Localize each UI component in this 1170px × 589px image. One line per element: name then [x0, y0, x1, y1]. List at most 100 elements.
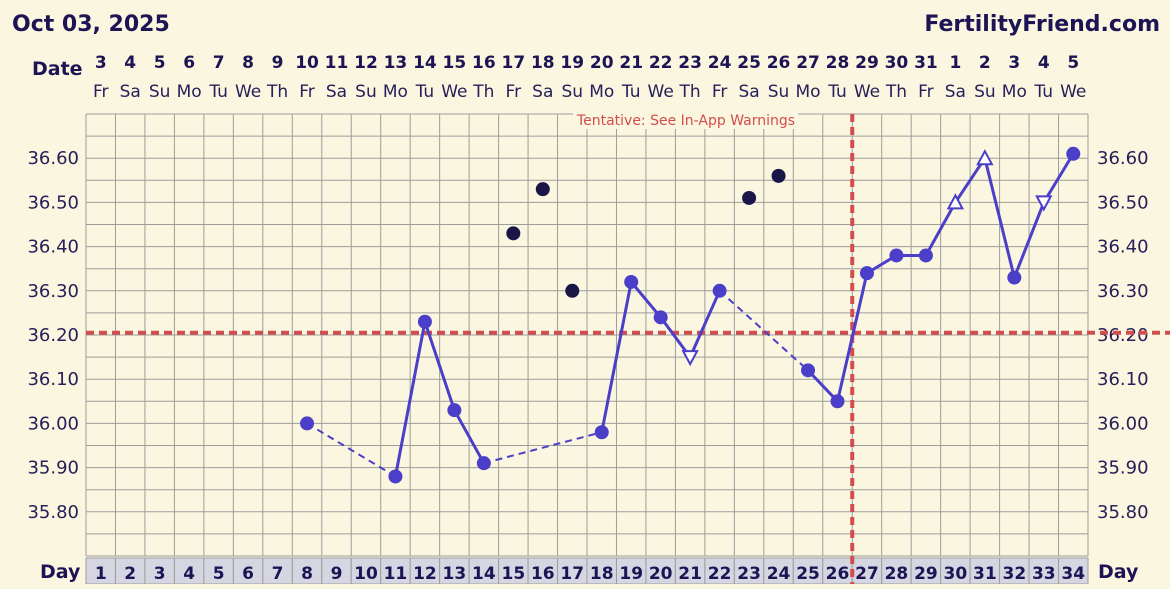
- cycle-day-cell: [232, 557, 264, 585]
- date-row: 3Fr4Sa5Su6Mo7Tu8We9Th10Fr11Sa12Su13Mo14T…: [93, 53, 1086, 102]
- weekday-label: Su: [561, 82, 583, 102]
- weekday-label: Th: [679, 82, 701, 102]
- cycle-day-cell: [409, 557, 441, 585]
- weekday-label: We: [648, 82, 674, 102]
- date-label: 17: [501, 53, 525, 73]
- temperature-segment: [806, 369, 839, 403]
- cycle-day-label: 20: [649, 564, 673, 584]
- excluded-temperature-point: [535, 182, 550, 197]
- temperature-segment: [1042, 153, 1075, 204]
- cycle-day-label: 6: [242, 564, 254, 584]
- tentative-warning: Tentative: See In-App Warnings: [576, 113, 795, 129]
- date-label: 8: [242, 53, 254, 73]
- date-label: 11: [325, 53, 349, 73]
- y-tick-label-left: 36.50: [27, 192, 79, 213]
- date-label: 30: [885, 53, 909, 73]
- cycle-day-label: 10: [354, 564, 378, 584]
- temperature-point: [1007, 270, 1022, 285]
- weekday-label: We: [235, 82, 261, 102]
- weekday-label: Tu: [1034, 82, 1054, 102]
- date-label: 3: [1008, 53, 1020, 73]
- date-label: 31: [914, 53, 938, 73]
- date-label: 7: [213, 53, 225, 73]
- weekday-label: Th: [266, 82, 288, 102]
- cycle-day-label: 24: [767, 564, 791, 584]
- cycle-day-label: 4: [183, 564, 195, 584]
- cycle-day-label: 28: [885, 564, 909, 584]
- cycle-day-cell: [527, 557, 559, 585]
- date-label: 1: [949, 53, 961, 73]
- temperature-point: [653, 310, 668, 325]
- temperature-point-open-up: [946, 193, 965, 210]
- weekday-label: Sa: [738, 82, 759, 102]
- date-label: 16: [472, 53, 496, 73]
- temperature-point: [417, 314, 432, 329]
- cycle-day-label: 7: [272, 564, 284, 584]
- date-label: 28: [826, 53, 850, 73]
- y-tick-label-left: 36.10: [27, 369, 79, 390]
- weekday-label: Tu: [827, 82, 847, 102]
- weekday-label: Fr: [506, 82, 522, 102]
- chart-grid: [85, 113, 1089, 557]
- weekday-label: Fr: [93, 82, 109, 102]
- date-label: 5: [154, 53, 166, 73]
- y-tick-label-right: 36.20: [1097, 325, 1149, 346]
- weekday-label: Mo: [795, 82, 820, 102]
- date-label: 19: [560, 53, 584, 73]
- cycle-day-label: 27: [855, 564, 879, 584]
- date-label: 6: [183, 53, 195, 73]
- weekday-label: Fr: [712, 82, 728, 102]
- chart-date: Oct 03, 2025: [12, 12, 170, 37]
- date-label: 13: [384, 53, 408, 73]
- cycle-day-label: 31: [973, 564, 997, 584]
- date-label: 10: [295, 53, 319, 73]
- y-tick-label-left: 35.80: [27, 502, 79, 523]
- date-label: 4: [1038, 53, 1050, 73]
- temperature-segment: [954, 157, 987, 204]
- temperature-segment: [983, 157, 1016, 278]
- date-label: 22: [649, 53, 673, 73]
- weekday-label: Su: [974, 82, 996, 102]
- weekday-label: Mo: [383, 82, 408, 102]
- excluded-temperature-point: [506, 226, 521, 241]
- weekday-label: Tu: [621, 82, 641, 102]
- cycle-day-label: 19: [619, 564, 643, 584]
- date-label: 5: [1067, 53, 1079, 73]
- cycle-day-cell: [262, 557, 293, 585]
- weekday-label: Sa: [945, 82, 966, 102]
- reference-lines: [86, 114, 1170, 584]
- temperature-segment: [836, 272, 869, 402]
- weekday-label: Fr: [299, 82, 315, 102]
- temperature-segment: [600, 281, 633, 433]
- weekday-label: Sa: [120, 82, 141, 102]
- cycle-day-label: 33: [1032, 564, 1056, 584]
- weekday-label: Tu: [208, 82, 228, 102]
- y-tick-label-left: 36.40: [27, 237, 79, 258]
- cycle-day-label: 2: [124, 564, 136, 584]
- temperature-point-open-up: [976, 149, 994, 166]
- cycle-day-row: 1 2 3 4 5 6 7 8 9 10 11 12 13 14 15 16 17 18 19 20 21 22 23 24 2…: [85, 557, 1089, 585]
- temperature-point: [388, 469, 403, 484]
- weekday-label: Su: [355, 82, 377, 102]
- cycle-day-label: 18: [590, 564, 614, 584]
- cycle-day-label: 3: [154, 564, 166, 584]
- y-tick-label-right: 35.80: [1097, 502, 1149, 523]
- date-label: 9: [272, 53, 284, 73]
- temperature-point: [918, 248, 933, 263]
- date-label: 2: [979, 53, 991, 73]
- y-tick-label-left: 36.30: [27, 281, 79, 302]
- cycle-day-label: 34: [1061, 564, 1085, 584]
- cycle-day-label: 21: [678, 564, 702, 584]
- cycle-day-label: 8: [301, 564, 313, 584]
- cycle-day-label: 15: [501, 564, 525, 584]
- weekday-label: Mo: [1002, 82, 1027, 102]
- temperature-line: [306, 153, 1075, 478]
- day-row-label-left: Day: [40, 561, 81, 583]
- cycle-day-label: 16: [531, 564, 555, 584]
- cycle-day-label: 5: [213, 564, 225, 584]
- cycle-day-label: 22: [708, 564, 732, 584]
- weekday-label: We: [1060, 82, 1086, 102]
- y-tick-label-left: 36.00: [27, 413, 79, 434]
- y-tick-label-right: 36.40: [1097, 237, 1149, 258]
